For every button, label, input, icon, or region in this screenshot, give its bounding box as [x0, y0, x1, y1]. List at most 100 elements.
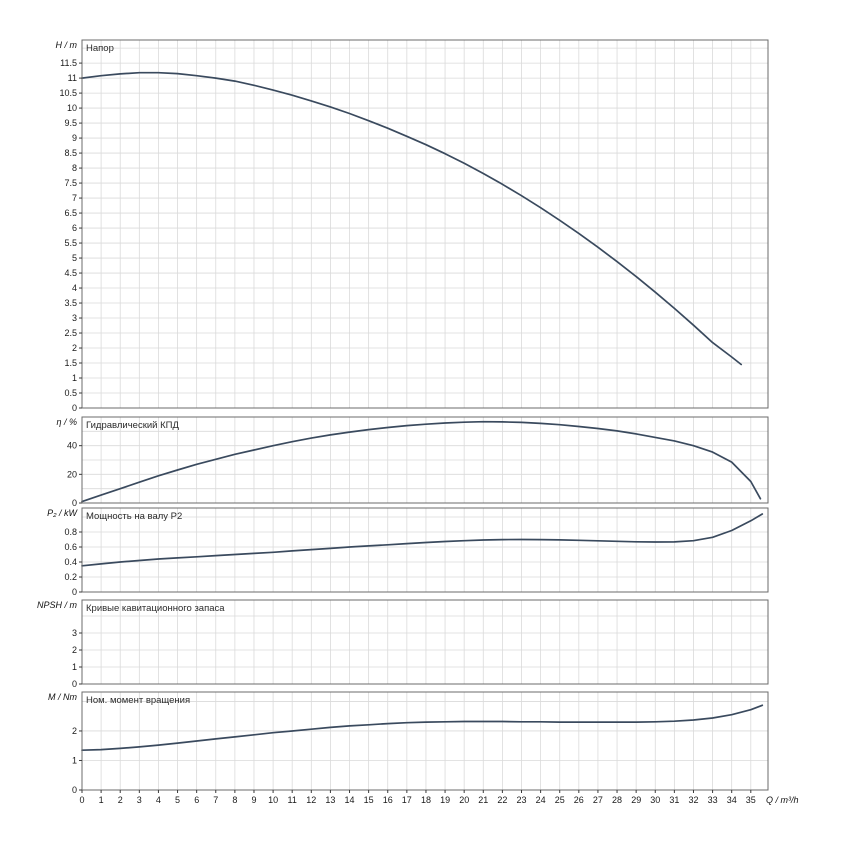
y-tick-label: 11.5 — [60, 58, 77, 68]
y-tick-label: 3 — [72, 628, 77, 638]
x-tick-label: 16 — [383, 795, 393, 805]
panel-frame — [81, 507, 769, 593]
x-axis-unit-label: Q / m³/h — [766, 795, 799, 805]
x-tick-label: 9 — [251, 795, 256, 805]
y-axis: 0 1 2 — [72, 726, 82, 795]
y-tick-label: 2.5 — [64, 328, 77, 338]
x-tick-label: 11 — [288, 795, 297, 805]
axis-unit-label: η / % — [56, 417, 77, 427]
x-tick-label: 26 — [574, 795, 584, 805]
x-tick-label: 35 — [746, 795, 756, 805]
x-axis: 0 1 2 3 4 5 6 7 8 9 10 11 12 13 14 15 16 17 18 19 20 21 22 23 24… — [79, 790, 799, 805]
y-tick-label: 11 — [68, 73, 77, 83]
y-tick-label: 4.5 — [64, 268, 77, 278]
panel-efficiency: 0 20 40 η / % Гидравлический КПД — [56, 416, 769, 508]
y-tick-label: 5.5 — [64, 238, 77, 248]
x-tick-label: 22 — [497, 795, 507, 805]
panel-torque: 0 1 2 M / Nm Ном. момент вращения — [48, 691, 769, 795]
y-tick-label: 9 — [72, 133, 77, 143]
panel-title: Гидравлический КПД — [86, 420, 179, 431]
panel-frame — [81, 39, 769, 409]
curve-P2 — [81, 513, 764, 567]
axis-unit-label: M / Nm — [48, 692, 77, 702]
x-tick-label: 4 — [156, 795, 161, 805]
x-tick-label: 2 — [118, 795, 123, 805]
y-tick-label: 10.5 — [59, 88, 77, 98]
y-tick-label: 0.8 — [64, 527, 77, 537]
panel-title: Ном. момент вращения — [86, 695, 190, 706]
y-tick-label: 6 — [72, 223, 77, 233]
y-tick-label: 3.5 — [64, 298, 77, 308]
grid-layer — [82, 40, 768, 408]
x-tick-label: 19 — [440, 795, 450, 805]
x-tick-label: 7 — [213, 795, 218, 805]
y-tick-label: 1 — [72, 756, 77, 766]
x-tick-label: 20 — [459, 795, 469, 805]
panel-npsh: 0 1 2 3 NPSH / m Кривые кавитационного запаса — [37, 599, 769, 689]
panel-frame — [81, 416, 769, 504]
curve-H — [81, 71, 743, 366]
curve-eta — [81, 420, 762, 503]
grid-layer — [82, 600, 768, 684]
x-tick-label: 30 — [650, 795, 660, 805]
y-tick-label: 0.6 — [64, 542, 77, 552]
y-tick-label: 6.5 — [64, 208, 77, 218]
y-tick-label: 1 — [72, 373, 77, 383]
x-tick-label: 14 — [344, 795, 354, 805]
y-tick-label: 9.5 — [64, 118, 77, 128]
x-tick-label: 18 — [421, 795, 431, 805]
x-tick-label: 32 — [688, 795, 698, 805]
x-tick-label: 10 — [268, 795, 278, 805]
y-tick-label: 2 — [72, 343, 77, 353]
y-tick-label: 8 — [72, 163, 77, 173]
y-tick-label: 5 — [72, 253, 77, 263]
axis-unit-label: H / m — [56, 40, 78, 50]
y-tick-label: 0 — [72, 498, 77, 508]
panel-title: Мощность на валу P2 — [86, 511, 182, 522]
x-tick-label: 0 — [79, 795, 84, 805]
x-tick-label: 8 — [232, 795, 237, 805]
y-tick-label: 4 — [72, 283, 77, 293]
y-tick-label: 40 — [67, 441, 77, 451]
x-tick-label: 33 — [708, 795, 718, 805]
x-tick-label: 3 — [137, 795, 142, 805]
x-tick-label: 21 — [478, 795, 488, 805]
y-tick-label: 3 — [72, 313, 77, 323]
grid-layer — [82, 508, 768, 592]
x-tick-label: 25 — [555, 795, 565, 805]
curve-M — [81, 704, 764, 752]
y-tick-label: 1.5 — [64, 358, 77, 368]
y-tick-label: 1 — [72, 662, 77, 672]
y-tick-label: 20 — [67, 469, 77, 479]
y-tick-label: 0 — [72, 785, 77, 795]
x-tick-label: 17 — [402, 795, 412, 805]
y-tick-label: 7 — [72, 193, 77, 203]
x-tick-label: 13 — [325, 795, 335, 805]
x-tick-label: 5 — [175, 795, 180, 805]
y-axis: 0 1 2 3 — [72, 628, 82, 689]
y-tick-label: 0 — [72, 587, 77, 597]
x-tick-label: 23 — [516, 795, 526, 805]
x-tick-label: 1 — [99, 795, 104, 805]
axis-unit-label: NPSH / m — [37, 600, 78, 610]
y-tick-label: 10 — [67, 103, 77, 113]
x-tick-label: 31 — [669, 795, 679, 805]
y-tick-label: 0.5 — [64, 388, 77, 398]
y-axis: 0 0.2 0.4 0.6 0.8 — [64, 527, 82, 597]
panel-title: Напор — [86, 43, 114, 54]
x-tick-label: 27 — [593, 795, 603, 805]
x-tick-label: 29 — [631, 795, 641, 805]
y-tick-label: 7.5 — [64, 178, 77, 188]
y-axis: 0 20 40 — [67, 441, 82, 508]
y-tick-label: 0.2 — [64, 572, 77, 582]
y-tick-label: 0 — [72, 403, 77, 413]
x-tick-label: 12 — [306, 795, 316, 805]
x-tick-label: 15 — [364, 795, 374, 805]
x-tick-label: 34 — [727, 795, 737, 805]
y-axis: 00.511.522.533.544.555.566.577.588.599.5… — [59, 58, 82, 413]
panel-title: Кривые кавитационного запаса — [86, 603, 225, 614]
panel-head: 00.511.522.533.544.555.566.577.588.599.5… — [56, 39, 769, 413]
y-tick-label: 8.5 — [64, 148, 77, 158]
